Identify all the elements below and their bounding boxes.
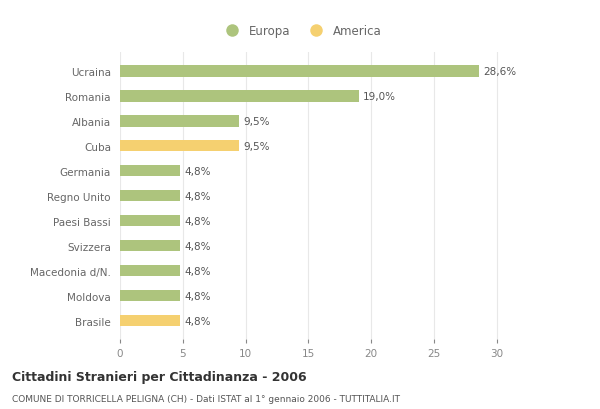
Bar: [120, 315, 180, 326]
Text: 4,8%: 4,8%: [184, 216, 211, 226]
Bar: [120, 66, 479, 77]
Bar: [120, 191, 180, 202]
Text: 4,8%: 4,8%: [184, 291, 211, 301]
Text: 28,6%: 28,6%: [483, 67, 516, 77]
Text: 9,5%: 9,5%: [243, 117, 269, 127]
Bar: [120, 166, 180, 177]
Bar: [120, 116, 239, 127]
Text: 4,8%: 4,8%: [184, 266, 211, 276]
Text: 4,8%: 4,8%: [184, 191, 211, 201]
Text: 4,8%: 4,8%: [184, 241, 211, 251]
Bar: [120, 91, 359, 102]
Legend: Europa, America: Europa, America: [217, 22, 385, 42]
Text: 4,8%: 4,8%: [184, 316, 211, 326]
Text: 19,0%: 19,0%: [362, 92, 395, 102]
Bar: [120, 265, 180, 276]
Bar: [120, 240, 180, 252]
Bar: [120, 216, 180, 227]
Bar: [120, 141, 239, 152]
Text: 4,8%: 4,8%: [184, 166, 211, 176]
Bar: [120, 290, 180, 301]
Text: Cittadini Stranieri per Cittadinanza - 2006: Cittadini Stranieri per Cittadinanza - 2…: [12, 371, 307, 383]
Text: 9,5%: 9,5%: [243, 142, 269, 151]
Text: COMUNE DI TORRICELLA PELIGNA (CH) - Dati ISTAT al 1° gennaio 2006 - TUTTITALIA.I: COMUNE DI TORRICELLA PELIGNA (CH) - Dati…: [12, 394, 400, 403]
